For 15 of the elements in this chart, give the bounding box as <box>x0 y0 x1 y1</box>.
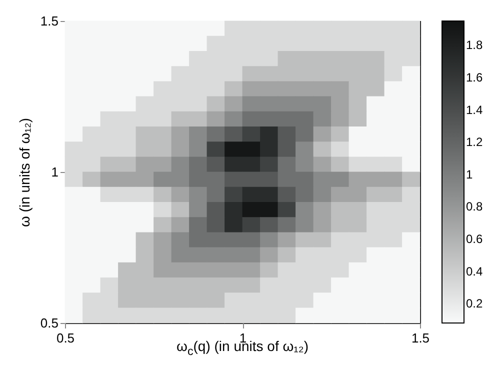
color-bar-label: 0.6 <box>466 232 484 246</box>
color-bar-label: 0.4 <box>466 264 484 278</box>
y-axis-title: ω (in units of ω₁₂) <box>16 118 32 228</box>
y-tick-label: 1.5 <box>40 14 58 28</box>
color-bar-label: 1 <box>466 167 473 182</box>
color-bar-label: 1.2 <box>466 135 484 150</box>
color-bar-label: 1.4 <box>466 102 484 117</box>
y-tick-label: 0.5 <box>40 316 58 330</box>
color-bar-label: 0.8 <box>466 200 484 214</box>
color-bar-label: 0.2 <box>466 296 484 311</box>
y-tick-label: 1 <box>51 164 58 180</box>
color-bar-label: 1.8 <box>466 38 484 52</box>
x-tick-label: 0.5 <box>56 330 75 346</box>
color-bar-label: 1.6 <box>466 70 484 85</box>
x-tick-label: 1.5 <box>411 330 430 346</box>
